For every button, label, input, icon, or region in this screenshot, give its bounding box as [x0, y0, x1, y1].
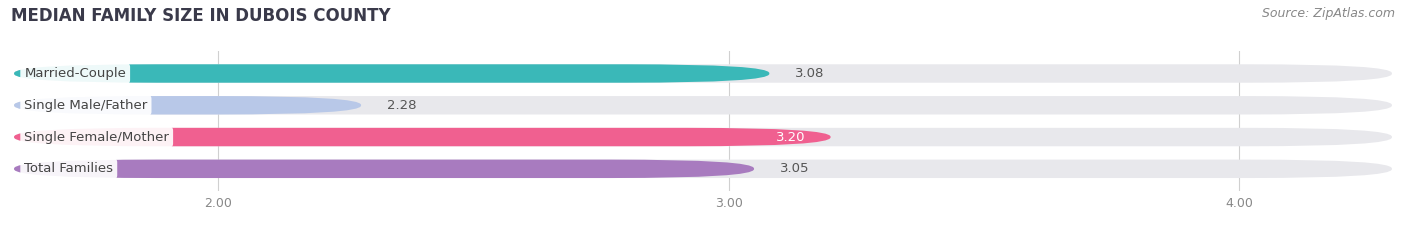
FancyBboxPatch shape	[14, 160, 754, 178]
FancyBboxPatch shape	[14, 128, 1392, 146]
Text: 2.28: 2.28	[387, 99, 416, 112]
Text: Source: ZipAtlas.com: Source: ZipAtlas.com	[1261, 7, 1395, 20]
FancyBboxPatch shape	[14, 96, 361, 114]
Text: MEDIAN FAMILY SIZE IN DUBOIS COUNTY: MEDIAN FAMILY SIZE IN DUBOIS COUNTY	[11, 7, 391, 25]
FancyBboxPatch shape	[14, 128, 831, 146]
FancyBboxPatch shape	[14, 96, 1392, 114]
Text: 3.05: 3.05	[779, 162, 808, 175]
FancyBboxPatch shape	[14, 64, 769, 83]
Text: 3.20: 3.20	[776, 130, 806, 144]
Text: Single Female/Mother: Single Female/Mother	[24, 130, 169, 144]
FancyBboxPatch shape	[14, 160, 1392, 178]
Text: Single Male/Father: Single Male/Father	[24, 99, 148, 112]
Text: Married-Couple: Married-Couple	[24, 67, 127, 80]
Text: Total Families: Total Families	[24, 162, 114, 175]
Text: 3.08: 3.08	[794, 67, 824, 80]
FancyBboxPatch shape	[14, 64, 1392, 83]
